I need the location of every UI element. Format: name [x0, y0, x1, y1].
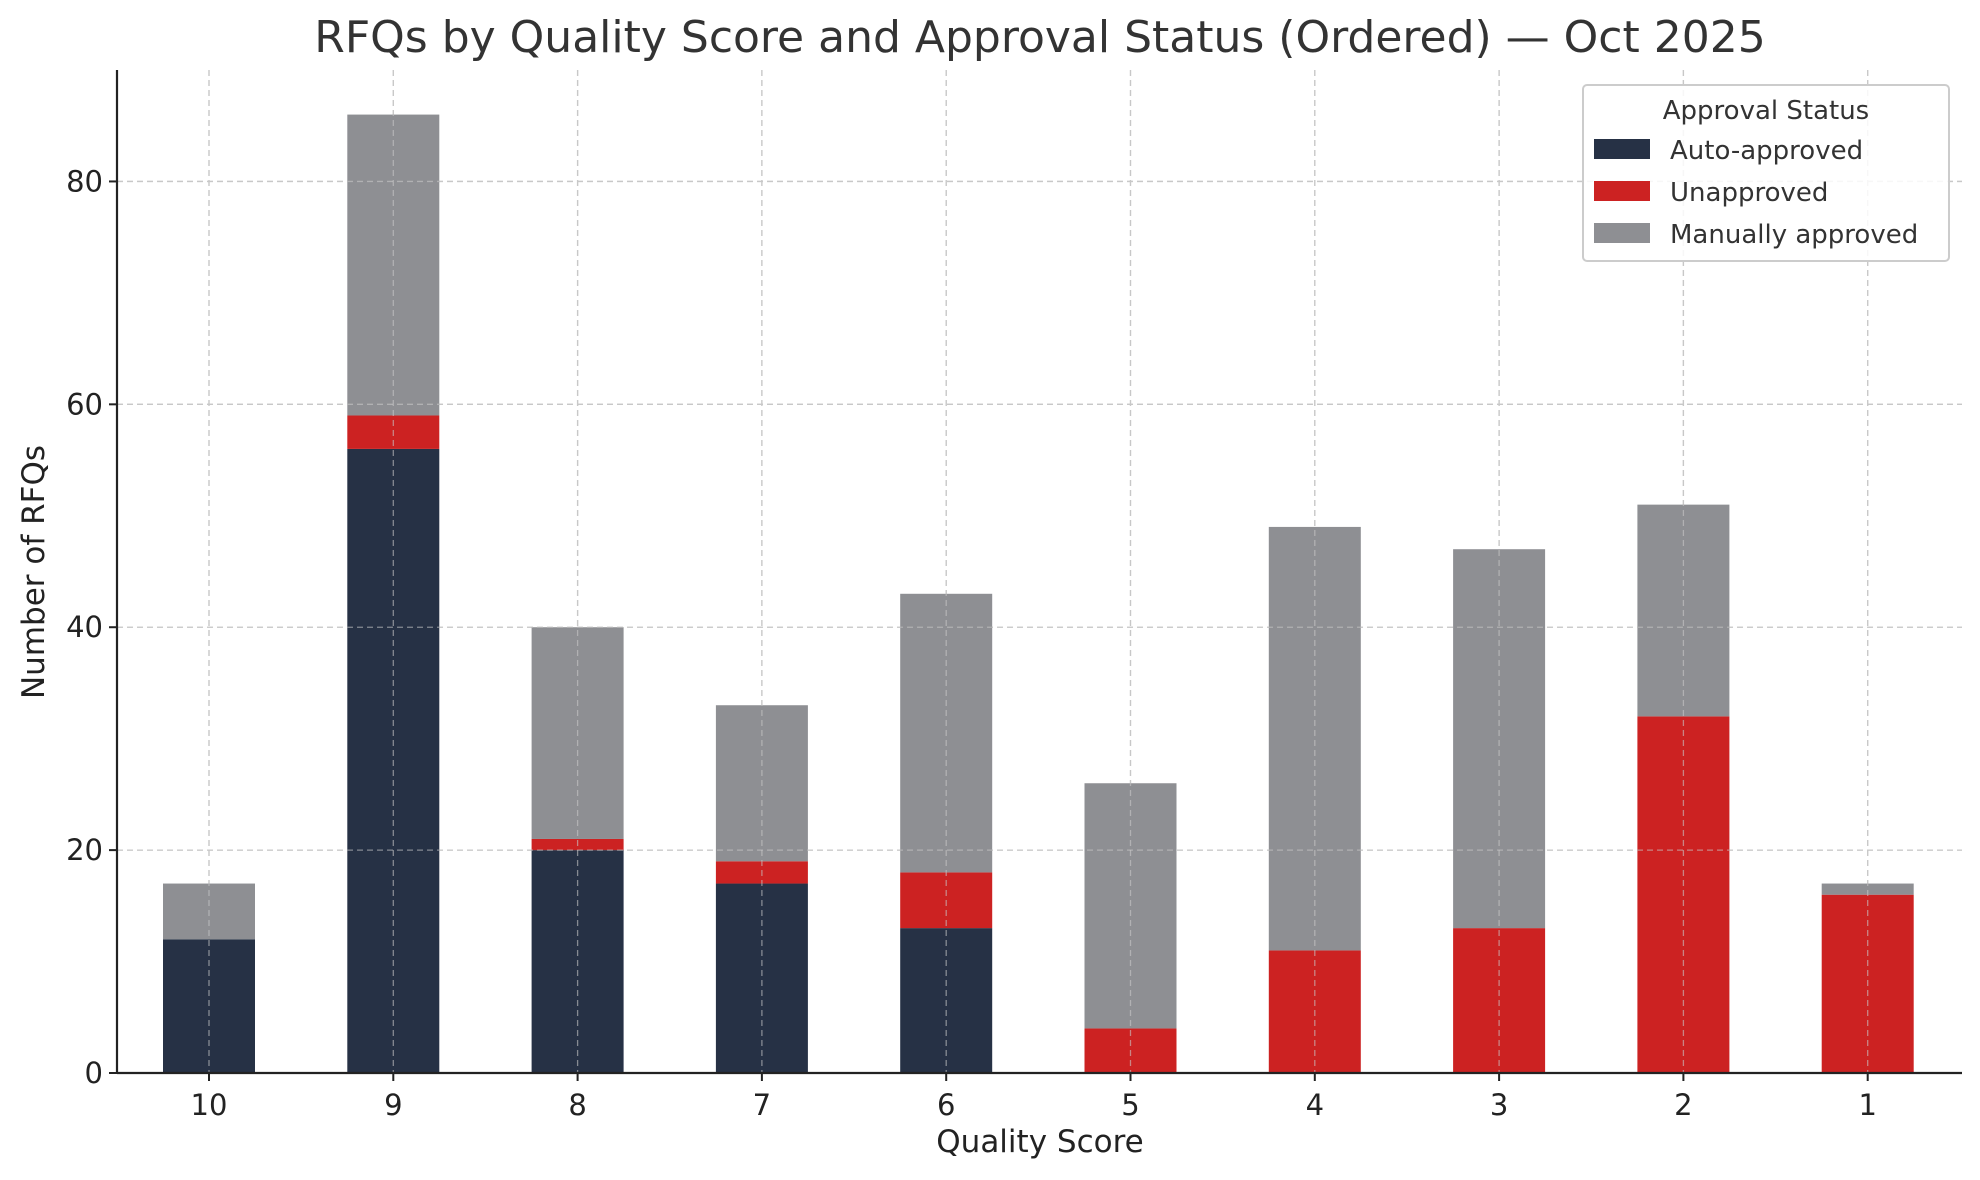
- chart-title: RFQs by Quality Score and Approval Statu…: [314, 12, 1765, 63]
- x-tick-label: 2: [1674, 1088, 1692, 1122]
- legend-frame: [1582, 84, 1950, 262]
- legend-label-unapproved: Unapproved: [1670, 178, 1828, 208]
- legend-swatch-manually-approved: [1594, 223, 1650, 243]
- y-axis-label: Number of RFQs: [16, 445, 52, 699]
- grid-overlay: [117, 70, 1962, 1073]
- x-tick-label: 8: [568, 1088, 586, 1122]
- legend-title: Approval Status: [1663, 96, 1869, 126]
- y-tick-label: 20: [66, 833, 103, 867]
- bar-segment-manually-approved-score-4: [1268, 526, 1361, 951]
- legend-swatch-auto-approved: [1594, 139, 1650, 159]
- x-tick-label: 7: [753, 1088, 771, 1122]
- x-tick-label: 4: [1306, 1088, 1324, 1122]
- x-axis-label: Quality Score: [936, 1124, 1143, 1160]
- y-tick-label: 40: [66, 610, 103, 644]
- legend-items: Auto-approved Unapproved Manually approved: [1594, 136, 1918, 250]
- bar-segment-manually-approved-score-1: [1821, 883, 1914, 895]
- legend-label-manually-approved: Manually approved: [1670, 220, 1918, 250]
- x-tick-label: 1: [1858, 1088, 1876, 1122]
- x-tick-label: 5: [1121, 1088, 1139, 1122]
- axes-layer: 0 20 40 60 80 10 9 8 7 6 5 4 3 2 1: [66, 70, 1962, 1122]
- y-tick-label: 0: [85, 1056, 103, 1090]
- y-tick-label: 80: [66, 164, 103, 198]
- legend: Approval Status Auto-approved Unapproved M…: [1582, 84, 1950, 262]
- x-tick-label: 3: [1490, 1088, 1508, 1122]
- legend-label-auto-approved: Auto-approved: [1670, 136, 1863, 166]
- bars-layer: [117, 70, 1962, 1073]
- x-tick-label: 6: [937, 1088, 955, 1122]
- x-tick-label: 10: [191, 1088, 228, 1122]
- y-tick-label: 60: [66, 387, 103, 421]
- legend-swatch-unapproved: [1594, 181, 1650, 201]
- x-tick-label: 9: [384, 1088, 402, 1122]
